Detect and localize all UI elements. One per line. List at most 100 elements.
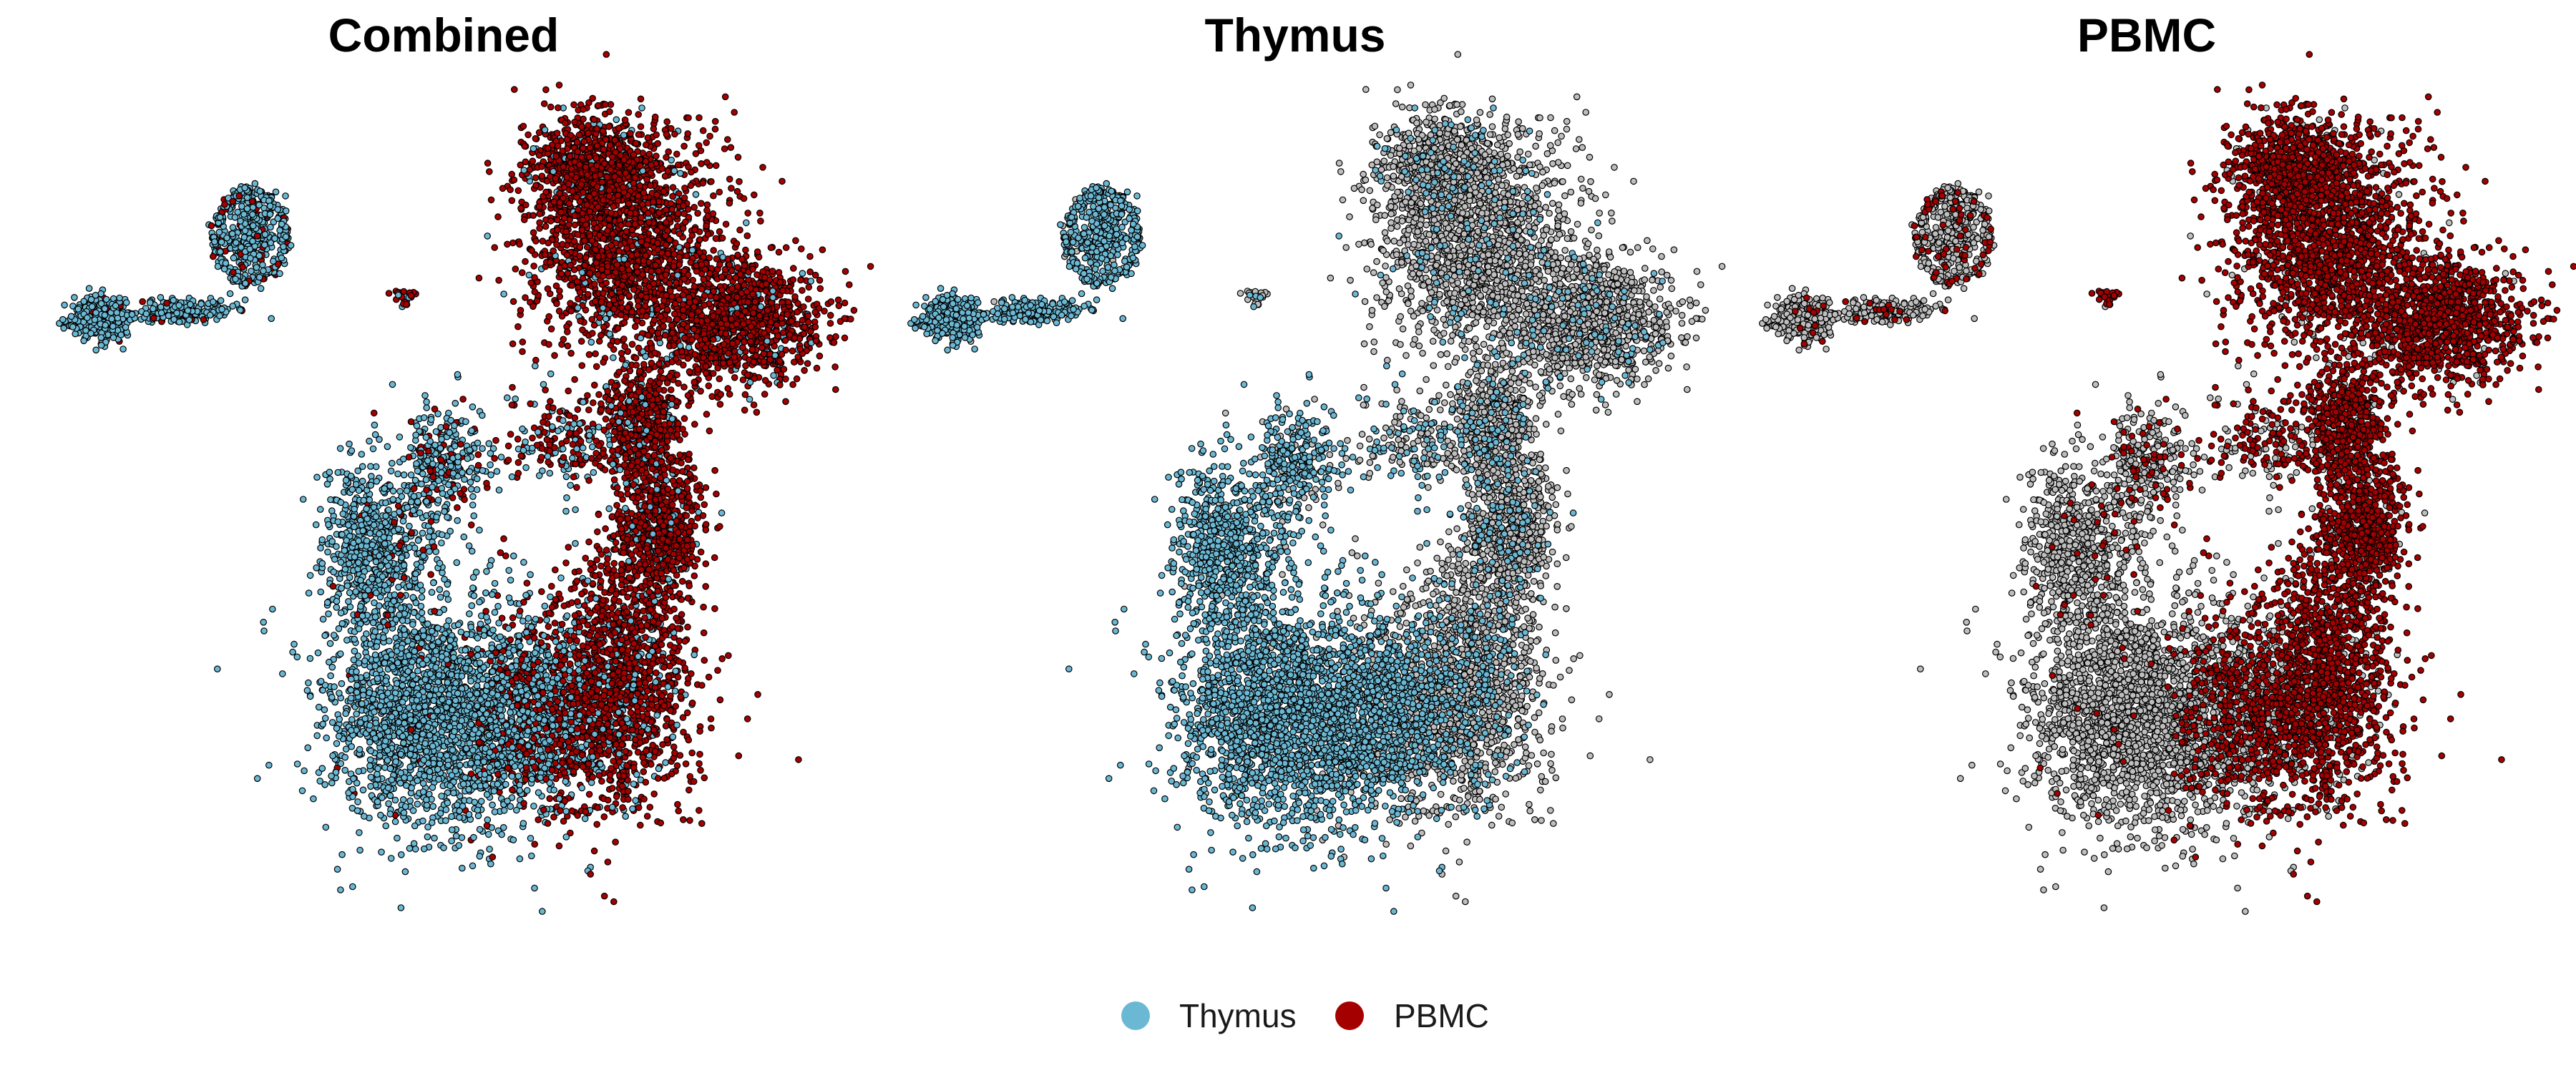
cell-point bbox=[328, 779, 336, 787]
cell-point bbox=[369, 619, 377, 627]
cell-point bbox=[388, 713, 396, 720]
cell-point bbox=[525, 727, 532, 735]
cell-point bbox=[585, 760, 592, 768]
cell-point bbox=[390, 597, 398, 605]
cell-point bbox=[427, 416, 435, 423]
cell-point bbox=[559, 759, 566, 767]
cell-point bbox=[329, 752, 336, 760]
cell-point bbox=[659, 741, 666, 748]
cell-point bbox=[735, 752, 743, 760]
cell-point bbox=[480, 758, 487, 765]
cell-point bbox=[414, 667, 421, 675]
cell-point bbox=[325, 610, 332, 617]
cell-point bbox=[474, 759, 482, 766]
cell-point bbox=[347, 675, 355, 683]
cell-point bbox=[333, 597, 341, 605]
cell-point bbox=[367, 747, 374, 755]
cell-point bbox=[486, 846, 493, 853]
cell-point bbox=[399, 698, 406, 706]
cell-point bbox=[333, 604, 341, 611]
cell-point bbox=[613, 793, 620, 800]
cell-point bbox=[403, 487, 411, 494]
cell-point bbox=[587, 871, 594, 878]
cell-point bbox=[465, 702, 473, 710]
cell-point bbox=[404, 504, 411, 511]
cell-point bbox=[429, 579, 437, 587]
cell-point bbox=[329, 582, 337, 590]
cell-point bbox=[401, 774, 408, 781]
cell-point bbox=[618, 783, 626, 790]
cell-point bbox=[511, 763, 519, 770]
cell-point bbox=[701, 774, 708, 782]
cell-point bbox=[403, 690, 410, 697]
cell-point bbox=[440, 844, 447, 851]
cell-point bbox=[462, 665, 469, 672]
cell-point bbox=[445, 698, 453, 706]
cell-point bbox=[523, 702, 531, 710]
cell-point bbox=[419, 529, 426, 537]
cell-point bbox=[483, 822, 491, 829]
cell-point bbox=[452, 767, 459, 775]
cell-point bbox=[476, 853, 484, 860]
cell-point bbox=[355, 537, 362, 544]
cell-point bbox=[683, 709, 691, 717]
cell-point bbox=[381, 582, 389, 589]
cell-point bbox=[540, 696, 547, 703]
cell-point bbox=[436, 559, 444, 567]
cell-point bbox=[520, 662, 528, 670]
cell-point bbox=[527, 835, 535, 842]
cell-point bbox=[505, 594, 513, 602]
cell-point bbox=[489, 690, 496, 697]
cell-point bbox=[482, 589, 489, 597]
cell-point bbox=[361, 657, 369, 665]
cell-point bbox=[456, 761, 464, 769]
cell-point bbox=[293, 653, 301, 661]
cell-point bbox=[438, 653, 446, 660]
cell-point bbox=[342, 476, 350, 484]
cell-point bbox=[325, 521, 332, 529]
cell-point bbox=[547, 582, 555, 590]
cell-point bbox=[498, 654, 505, 662]
cell-point bbox=[432, 428, 440, 436]
cell-point bbox=[394, 525, 402, 533]
cell-point bbox=[305, 589, 313, 597]
cell-point bbox=[429, 484, 436, 491]
cell-point bbox=[477, 696, 484, 703]
cell-point bbox=[619, 804, 626, 811]
cell-point bbox=[323, 599, 331, 607]
cell-point bbox=[684, 623, 691, 631]
cell-point bbox=[379, 573, 386, 580]
cell-point bbox=[381, 723, 389, 731]
cell-point bbox=[439, 635, 447, 642]
cell-point bbox=[336, 715, 343, 723]
cell-point bbox=[662, 722, 670, 730]
cell-point bbox=[577, 743, 585, 751]
cell-point bbox=[357, 577, 364, 584]
cell-point bbox=[363, 630, 370, 637]
cell-point bbox=[539, 682, 546, 690]
cell-point bbox=[479, 466, 487, 474]
cell-point bbox=[537, 746, 544, 754]
cell-point bbox=[522, 764, 530, 771]
cell-point bbox=[433, 513, 440, 521]
cell-point bbox=[585, 538, 592, 546]
cell-point bbox=[631, 659, 638, 667]
cell-point bbox=[406, 775, 414, 782]
cell-point bbox=[394, 470, 401, 478]
cell-point bbox=[515, 743, 523, 750]
cell-point bbox=[404, 667, 412, 675]
cell-point bbox=[593, 820, 600, 828]
cell-point bbox=[474, 635, 482, 642]
cell-point bbox=[530, 735, 537, 743]
cell-point bbox=[471, 783, 479, 790]
cell-point bbox=[343, 637, 351, 644]
cell-point bbox=[411, 628, 419, 635]
cell-point bbox=[349, 785, 356, 793]
cell-point bbox=[318, 559, 326, 567]
cell-point bbox=[437, 686, 445, 693]
cell-point bbox=[484, 831, 492, 838]
cell-point bbox=[305, 679, 312, 687]
cell-point bbox=[316, 506, 324, 513]
cell-point bbox=[493, 727, 501, 734]
cell-point bbox=[434, 707, 441, 715]
